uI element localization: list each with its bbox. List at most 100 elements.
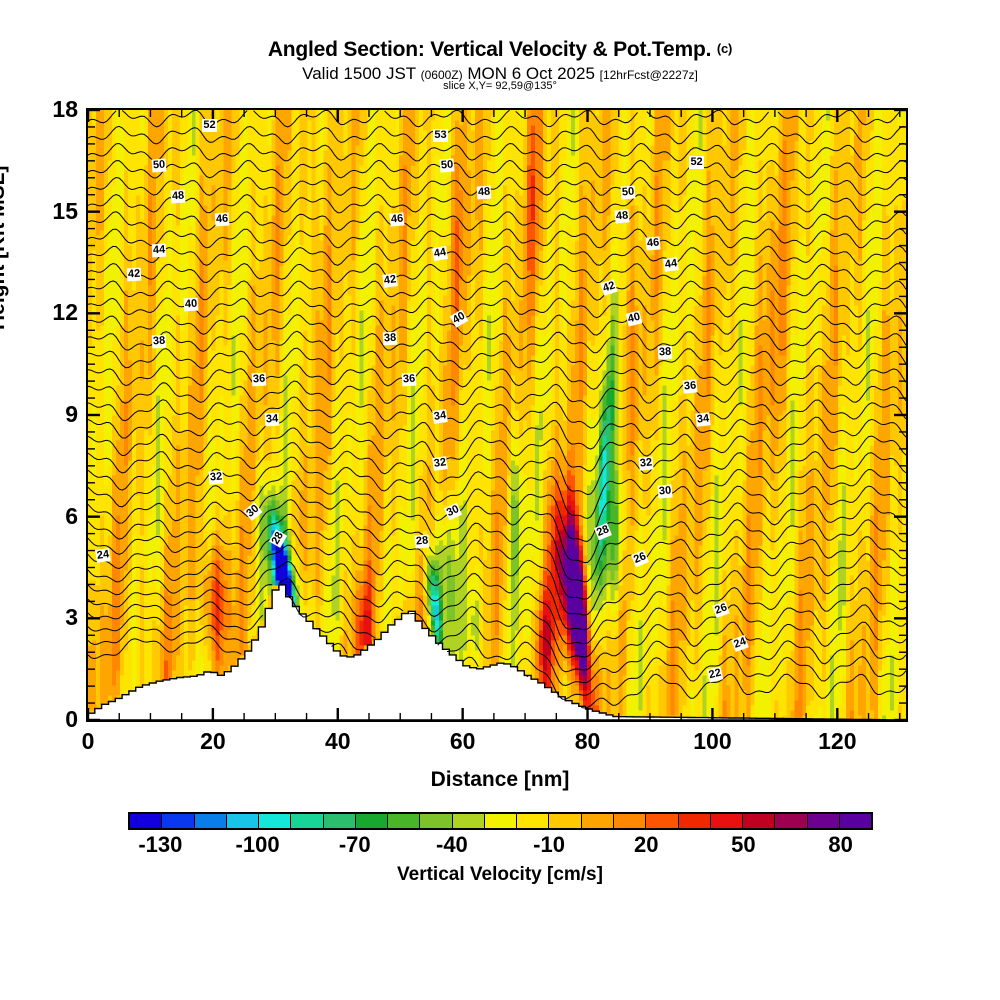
contour-label-28-26: 28 <box>414 534 430 549</box>
colorbar-tick-20: 20 <box>601 832 691 858</box>
contour-label-44-31: 44 <box>663 256 680 272</box>
colorbar-swatch-19[interactable] <box>743 814 776 828</box>
contour-label-48-29: 48 <box>613 209 630 224</box>
colorbar-swatch-22[interactable] <box>839 814 872 828</box>
isentrope-35 <box>88 412 906 450</box>
colorbar-swatch-6[interactable] <box>323 814 356 828</box>
contour-label-50-1: 50 <box>152 158 168 173</box>
isentrope-43 <box>88 280 906 301</box>
colorbar-swatch-15[interactable] <box>613 814 647 828</box>
isentrope-28 <box>88 513 906 600</box>
contour-label-32-24: 32 <box>432 456 449 472</box>
title-main-text: Angled Section: Vertical Velocity & Pot.… <box>268 38 712 61</box>
colorbar-swatch-3[interactable] <box>226 814 260 828</box>
colorbar-swatch-12[interactable] <box>517 814 550 828</box>
colorbar-swatch-9[interactable] <box>420 814 453 828</box>
colorbar-tick--100: -100 <box>213 832 303 858</box>
x-tick-0: 0 <box>48 728 128 755</box>
contour-label-32-10: 32 <box>208 470 224 485</box>
contour-label-50-15: 50 <box>439 158 455 173</box>
subtitle-utc-time: (0600Z) <box>421 68 463 82</box>
x-tick-100: 100 <box>672 728 752 755</box>
contour-label-24-13: 24 <box>95 548 112 563</box>
contour-label-30-38: 30 <box>657 483 674 499</box>
title-copyright-mark: (c) <box>717 41 733 56</box>
colorbar-swatch-17[interactable] <box>678 814 711 828</box>
contour-label-44-4: 44 <box>152 243 168 258</box>
isentrope-44 <box>88 262 906 284</box>
colorbar-title: Vertical Velocity [cm/s] <box>0 864 1000 886</box>
colorbar-tick--10: -10 <box>504 832 594 858</box>
colorbar-tick--70: -70 <box>310 832 400 858</box>
y-tick-3: 3 <box>8 604 78 631</box>
x-tick-20: 20 <box>173 728 253 755</box>
contour-label-46-30: 46 <box>645 236 661 251</box>
contour-label-34-9: 34 <box>264 413 280 427</box>
contour-label-38-7: 38 <box>152 335 168 349</box>
subtitle-date: MON 6 Oct 2025 <box>463 64 600 83</box>
colorbar-swatch-10[interactable] <box>452 814 485 828</box>
isentrope-27 <box>88 528 906 616</box>
isentrope-42 <box>88 297 906 319</box>
colorbar-swatch-21[interactable] <box>807 814 840 828</box>
colorbar-swatch-7[interactable] <box>355 814 389 828</box>
contour-label-38-34: 38 <box>657 345 673 359</box>
isentrope-30 <box>88 484 906 564</box>
contour-label-40-6: 40 <box>183 297 199 312</box>
isentrope-26 <box>88 544 906 631</box>
colorbar-swatch-13[interactable] <box>549 814 582 828</box>
isentrope-48 <box>88 193 906 214</box>
contour-label-36-35: 36 <box>682 378 698 394</box>
isentrope-41 <box>88 314 906 336</box>
contour-label-46-17: 46 <box>389 212 405 228</box>
x-tick-60: 60 <box>423 728 503 755</box>
y-tick-15: 15 <box>8 198 78 225</box>
colorbar-swatch-16[interactable] <box>646 814 679 828</box>
isentrope-38 <box>88 364 906 390</box>
cross-section-plot[interactable]: 52 50 48 46 44 42 40 38 36 34 32 30 28 24 53 50 48 46 44 42… <box>86 108 908 722</box>
isentrope-51 <box>88 142 906 162</box>
isentrope-39 <box>88 347 906 372</box>
contour-label-34-36: 34 <box>695 412 711 428</box>
isentrope-49 <box>88 176 906 196</box>
x-tick-120: 120 <box>797 728 877 755</box>
contour-label-34-23: 34 <box>432 409 449 424</box>
colorbar-tick--130: -130 <box>115 832 205 858</box>
contour-label-36-8: 36 <box>252 372 267 387</box>
y-tick-18: 18 <box>8 96 78 123</box>
isentrope-52 <box>88 125 906 145</box>
colorbar[interactable] <box>128 812 873 830</box>
contour-label-46-3: 46 <box>214 212 230 227</box>
colorbar-swatch-20[interactable] <box>775 814 808 828</box>
colorbar-swatch-11[interactable] <box>484 814 518 828</box>
isentrope-45 <box>88 245 906 266</box>
y-tick-0: 0 <box>8 706 78 733</box>
contour-label-42-5: 42 <box>127 267 143 282</box>
colorbar-ticklabels: -130 -100 -70 -40 -10 20 50 80 <box>0 832 1000 862</box>
subtitle-valid-time: Valid 1500 JST <box>302 64 420 83</box>
contour-label-48-16: 48 <box>476 185 492 200</box>
colorbar-swatch-8[interactable] <box>388 814 421 828</box>
isentrope-20 <box>88 636 906 709</box>
isentrope-36 <box>88 396 906 429</box>
contour-label-42-19: 42 <box>382 273 399 289</box>
colorbar-tick-80: 80 <box>796 832 886 858</box>
colorbar-swatch-0[interactable] <box>130 814 163 828</box>
plot-canvas <box>88 110 906 720</box>
colorbar-swatch-18[interactable] <box>710 814 744 828</box>
x-tick-80: 80 <box>548 728 628 755</box>
colorbar-swatch-1[interactable] <box>162 814 195 828</box>
isentrope-53 <box>88 110 901 128</box>
y-tick-9: 9 <box>8 401 78 428</box>
colorbar-swatch-5[interactable] <box>291 814 324 828</box>
x-axis-label: Distance [nm] <box>0 768 1000 792</box>
colorbar-swatch-2[interactable] <box>194 814 227 828</box>
axis-ticks <box>88 110 906 720</box>
isentrope-37 <box>88 380 906 409</box>
colorbar-swatch-4[interactable] <box>259 814 292 828</box>
isentrope-50 <box>88 159 906 179</box>
isentrope-34 <box>88 427 906 472</box>
isentrope-29 <box>88 499 906 583</box>
colorbar-swatch-14[interactable] <box>581 814 614 828</box>
isentrope-21 <box>88 624 906 700</box>
